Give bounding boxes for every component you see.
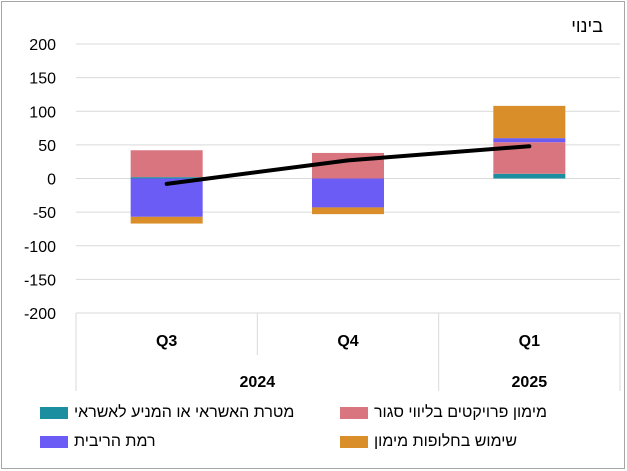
y-axis-ticks: 200 150 100 50 0 -50 -100 -150 -200 — [24, 37, 56, 323]
x-tick-label: Q3 — [156, 333, 177, 350]
bar-segment — [130, 177, 203, 179]
bar-segment — [130, 150, 203, 178]
y-tick-label: 50 — [38, 138, 56, 155]
bar-segment — [493, 105, 566, 139]
y-tick-label: -50 — [33, 205, 56, 222]
bars — [130, 105, 566, 224]
bar-segment — [130, 216, 203, 224]
bar-segment — [312, 178, 384, 208]
chart-title: בינוי — [571, 16, 603, 36]
y-tick-label: 100 — [29, 104, 56, 121]
total-line — [164, 144, 532, 186]
year-label: 2024 — [240, 374, 276, 391]
x-tick-label: Q4 — [337, 333, 358, 350]
y-tick-label: 150 — [29, 71, 56, 88]
y-tick-label: 0 — [47, 172, 56, 189]
year-label: 2025 — [512, 374, 548, 391]
y-tick-label: 200 — [29, 37, 56, 54]
x-axis: Q3 Q4 Q1 2024 2025 — [75, 313, 621, 391]
bar-segment — [493, 173, 566, 179]
total-line-path — [164, 144, 532, 186]
y-tick-label: -150 — [24, 272, 56, 289]
x-tick-label: Q1 — [519, 333, 540, 350]
bar-segment — [312, 207, 384, 215]
bar-segment — [493, 138, 566, 143]
y-tick-label: -200 — [24, 306, 56, 323]
y-tick-label: -100 — [24, 239, 56, 256]
